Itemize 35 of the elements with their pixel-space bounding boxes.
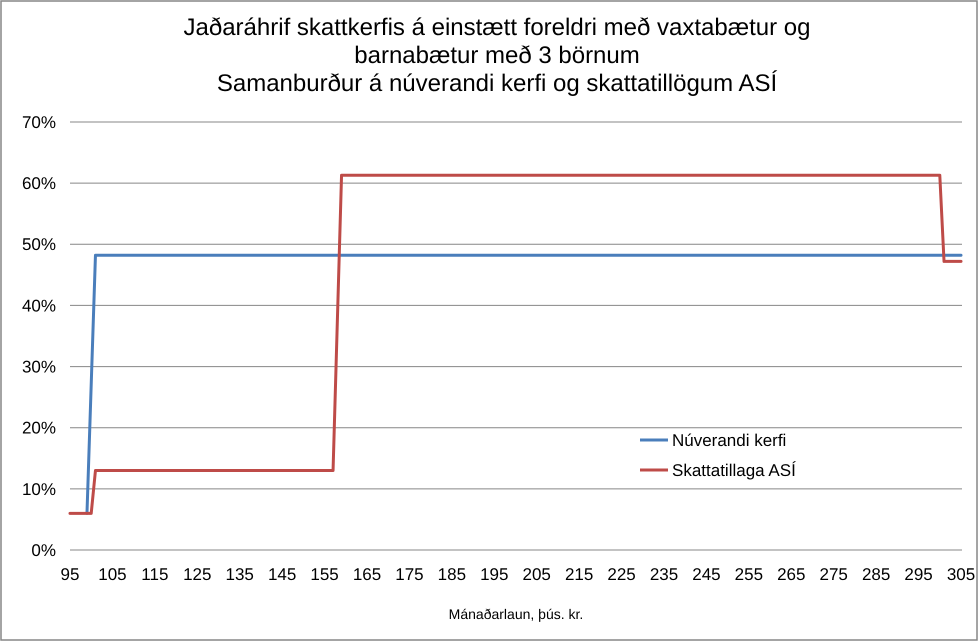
x-tick-label: 155 xyxy=(310,565,339,584)
x-tick-label: 205 xyxy=(522,565,551,584)
x-tick-label: 285 xyxy=(862,565,890,584)
y-tick-label: 0% xyxy=(31,540,56,560)
x-tick-label: 195 xyxy=(480,565,508,584)
x-tick-label: 165 xyxy=(352,565,382,584)
y-tick-label: 60% xyxy=(22,174,56,194)
x-tick-label: 115 xyxy=(141,565,168,584)
x-tick-label: 95 xyxy=(60,565,80,584)
x-tick-label: 235 xyxy=(650,565,678,584)
x-tick-label: 255 xyxy=(734,565,764,584)
y-tick-label: 40% xyxy=(22,296,56,316)
x-tick-label: 265 xyxy=(777,565,806,584)
legend-label: Núverandi kerfi xyxy=(672,430,786,450)
line-series xyxy=(68,174,962,515)
x-tick-label: 185 xyxy=(438,565,466,584)
x-tick-label: 135 xyxy=(226,565,254,584)
x-tick-label: 245 xyxy=(692,565,721,584)
x-tick-label: 295 xyxy=(904,565,933,584)
x-tick-label: 175 xyxy=(395,565,424,584)
x-tick-label: 215 xyxy=(564,565,594,584)
legend-label: Skattatillaga ASÍ xyxy=(672,460,796,480)
y-tick-label: 20% xyxy=(22,418,56,438)
y-tick-label: 10% xyxy=(22,480,56,499)
x-tick-label: 275 xyxy=(820,565,848,584)
x-tick-label: 225 xyxy=(607,565,636,584)
x-tick-label: 105 xyxy=(98,565,127,584)
x-tick-label: 305 xyxy=(946,565,976,584)
x-tick-label: 125 xyxy=(183,565,212,584)
chart-title: Jaðaráhrif skattkerfis á einstætt foreldri með vaxtabætur og barnabætur með 3 börnum Samanburður á núverandi kerfi og skattatillögum ASÍ xyxy=(184,14,810,97)
x-tick-label: 145 xyxy=(268,565,296,584)
y-tick-label: 70% xyxy=(22,112,56,132)
y-tick-label: 50% xyxy=(22,235,56,254)
x-axis-title: Mánaðarlaun, þús. kr. xyxy=(448,606,584,622)
y-tick-label: 30% xyxy=(22,358,56,377)
